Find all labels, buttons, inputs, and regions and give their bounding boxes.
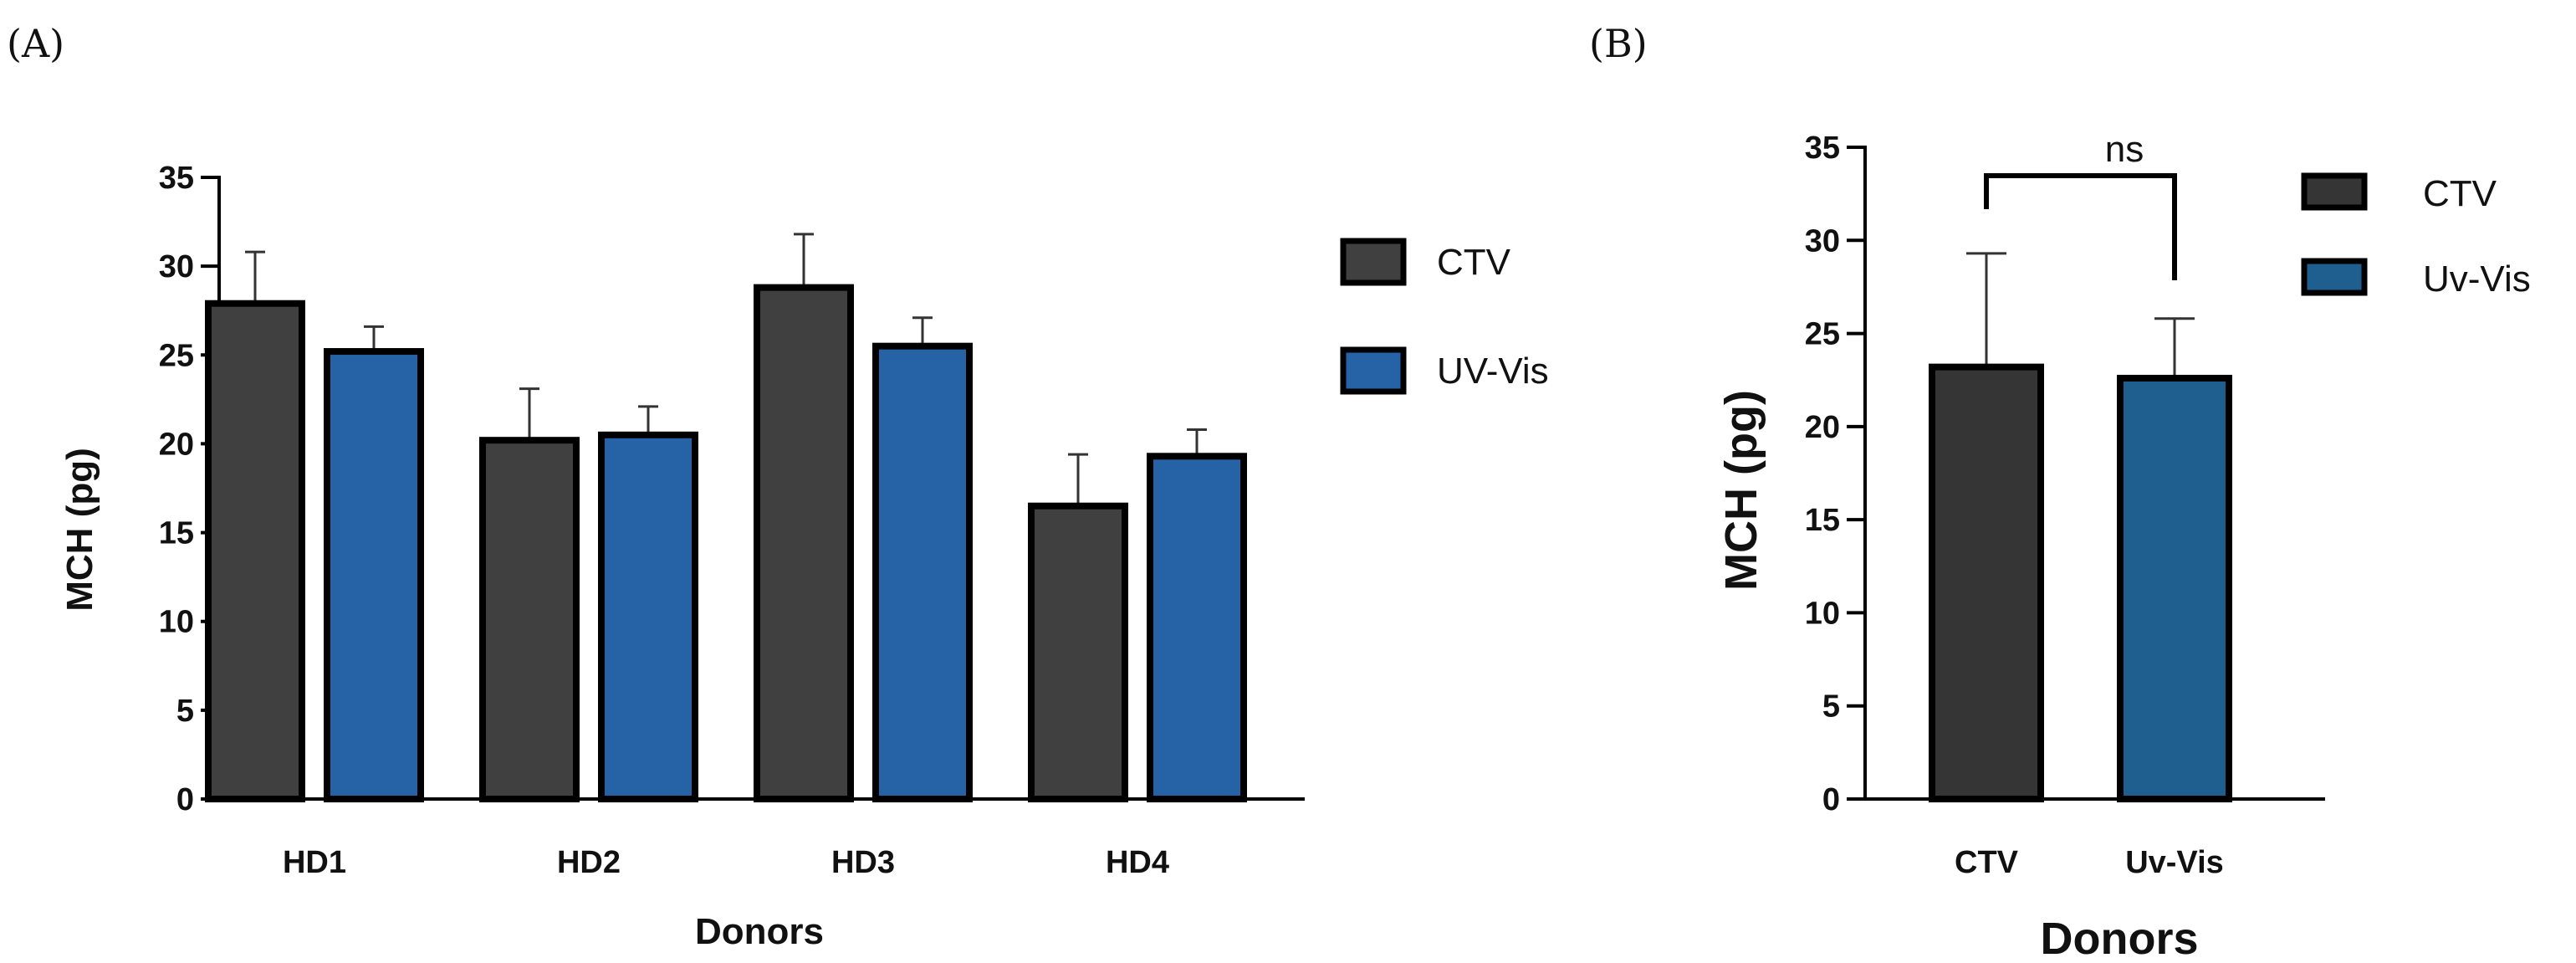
bar-hd1-ctv xyxy=(205,300,305,803)
x-tick-label: HD2 xyxy=(557,845,621,880)
bar-hd3-uvvis xyxy=(872,342,973,802)
bar-hd3-ctv xyxy=(754,284,854,803)
y-tick-label: 0 xyxy=(1822,782,1840,817)
bar-ctv xyxy=(1929,363,2044,802)
x-tick-label: CTV xyxy=(1955,845,2019,880)
chart-a-x-axis-title: Donors xyxy=(695,911,824,952)
y-tick-label: 30 xyxy=(159,249,194,284)
bar-hd2-ctv xyxy=(479,437,580,802)
panel-label-a: (A) xyxy=(7,21,64,66)
legend-b-label-uvvis: Uv-Vis xyxy=(2423,259,2531,300)
chart-a-bars xyxy=(205,233,1247,803)
y-tick-label: 5 xyxy=(176,694,194,729)
chart-a-x-tick-labels: HD1 HD2 HD3 HD4 xyxy=(283,845,1169,880)
y-tick-label: 0 xyxy=(176,782,194,817)
y-tick-label: 20 xyxy=(159,427,194,462)
chart-b: 0 5 10 15 20 25 30 35 CTV Uv-Vis ns Donors MCH (… xyxy=(1716,129,2531,963)
chart-a-legend: CTV UV-Vis xyxy=(1340,238,1549,395)
x-tick-label: HD1 xyxy=(283,845,346,880)
legend-a-label-uvvis: UV-Vis xyxy=(1437,351,1549,392)
legend-b-swatch-uvvis xyxy=(2301,258,2368,296)
y-tick-label: 20 xyxy=(1805,410,1840,445)
legend-b-swatch-ctv xyxy=(2301,172,2368,211)
y-tick-label: 10 xyxy=(159,605,194,640)
x-tick-label: Uv-Vis xyxy=(2125,845,2224,880)
chart-b-bars xyxy=(1929,252,2232,802)
chart-a-y-axis-title: MCH (pg) xyxy=(59,448,100,612)
significance-label: ns xyxy=(2105,129,2144,170)
chart-b-x-tick-labels: CTV Uv-Vis xyxy=(1955,845,2224,880)
x-tick-label: HD4 xyxy=(1106,845,1169,880)
y-tick-label: 30 xyxy=(1805,223,1840,259)
y-tick-label: 35 xyxy=(159,161,194,196)
legend-a-swatch-ctv xyxy=(1340,238,1407,286)
chart-b-legend: CTV Uv-Vis xyxy=(2301,172,2531,300)
y-tick-label: 35 xyxy=(1805,131,1840,166)
chart-a: 0 5 10 15 20 25 30 35 HD1 HD2 HD3 HD4 Donors MCH (… xyxy=(59,161,1549,952)
y-tick-label: 25 xyxy=(159,338,194,373)
bar-hd2-uvvis xyxy=(598,431,698,802)
y-tick-label: 15 xyxy=(159,516,194,551)
bar-uvvis xyxy=(2117,374,2232,802)
legend-b-label-ctv: CTV xyxy=(2423,173,2497,214)
x-tick-label: HD3 xyxy=(831,845,895,880)
chart-b-x-axis-title: Donors xyxy=(2041,914,2199,963)
y-tick-label: 10 xyxy=(1805,596,1840,631)
chart-b-y-axis-title: MCH (pg) xyxy=(1716,390,1766,591)
panel-label-b: (B) xyxy=(1589,21,1648,66)
chart-b-y-axis: 0 5 10 15 20 25 30 35 xyxy=(1805,131,2325,817)
y-tick-label: 25 xyxy=(1805,317,1840,352)
bar-hd1-uvvis xyxy=(324,348,424,803)
y-tick-label: 5 xyxy=(1822,689,1840,725)
significance-bracket-line xyxy=(1984,173,2177,280)
chart-b-significance-bracket: ns xyxy=(1984,129,2177,280)
legend-a-swatch-uvvis xyxy=(1340,346,1407,395)
bar-hd4-ctv xyxy=(1028,502,1128,802)
legend-a-label-ctv: CTV xyxy=(1437,242,1511,283)
bar-hd4-uvvis xyxy=(1147,453,1247,802)
y-tick-label: 15 xyxy=(1805,503,1840,538)
